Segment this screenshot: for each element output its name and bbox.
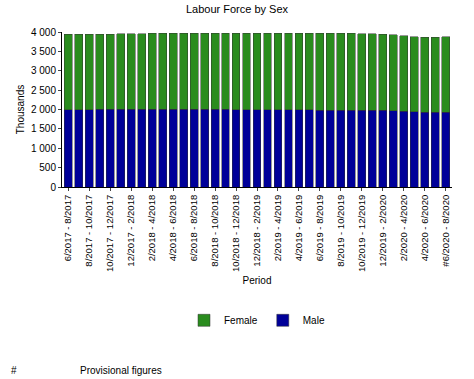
svg-text:1 500: 1 500 — [31, 123, 56, 134]
svg-text:2 500: 2 500 — [31, 85, 56, 96]
svg-text:12/2017 - 2/2018: 12/2017 - 2/2018 — [125, 195, 136, 267]
svg-text:2/2019 - 4/2019: 2/2019 - 4/2019 — [272, 195, 283, 262]
svg-text:4/2019 - 6/2019: 4/2019 - 6/2019 — [293, 195, 304, 262]
svg-text:8/2017 - 10/2017: 8/2017 - 10/2017 — [83, 195, 94, 267]
svg-text:Labour Force by Sex: Labour Force by Sex — [186, 3, 289, 15]
svg-text:3 000: 3 000 — [31, 65, 56, 76]
svg-text:8/2018 - 10/2018: 8/2018 - 10/2018 — [209, 195, 220, 267]
svg-text:Provisional figures: Provisional figures — [80, 365, 162, 376]
svg-text:12/2018 - 2/2019: 12/2018 - 2/2019 — [251, 195, 262, 267]
svg-text:1 000: 1 000 — [31, 143, 56, 154]
svg-text:Male: Male — [303, 315, 325, 326]
svg-text:4 000: 4 000 — [31, 27, 56, 38]
svg-text:3 500: 3 500 — [31, 46, 56, 57]
svg-text:8/2019 - 10/2019: 8/2019 - 10/2019 — [335, 195, 346, 267]
svg-text:500: 500 — [39, 162, 56, 173]
svg-text:Female: Female — [224, 315, 258, 326]
svg-text:2/2020 - 4/2020: 2/2020 - 4/2020 — [398, 195, 409, 262]
svg-text:10/2018 - 12/2018: 10/2018 - 12/2018 — [230, 195, 241, 272]
svg-text:6/2018 - 8/2018: 6/2018 - 8/2018 — [188, 195, 199, 262]
svg-text:10/2017 - 12/2017: 10/2017 - 12/2017 — [104, 195, 115, 272]
svg-text:Thousands: Thousands — [15, 85, 26, 134]
svg-text:0: 0 — [50, 182, 56, 193]
svg-text:6/2019 - 8/2019: 6/2019 - 8/2019 — [314, 195, 325, 262]
svg-text:12/2019 - 2/2020: 12/2019 - 2/2020 — [377, 195, 388, 267]
svg-text:6/2017 - 8/2017: 6/2017 - 8/2017 — [62, 195, 73, 262]
svg-text:2 000: 2 000 — [31, 104, 56, 115]
svg-text:10/2019 - 12/2019: 10/2019 - 12/2019 — [356, 195, 367, 272]
svg-text:4/2018 - 6/2018: 4/2018 - 6/2018 — [167, 195, 178, 262]
svg-text:#6/2020 - 8/2020: #6/2020 - 8/2020 — [440, 195, 451, 267]
svg-text:Period: Period — [243, 275, 272, 286]
svg-text:4/2020 - 6/2020: 4/2020 - 6/2020 — [419, 195, 430, 262]
svg-text:2/2018 - 4/2018: 2/2018 - 4/2018 — [146, 195, 157, 262]
svg-text:#: # — [11, 365, 17, 376]
